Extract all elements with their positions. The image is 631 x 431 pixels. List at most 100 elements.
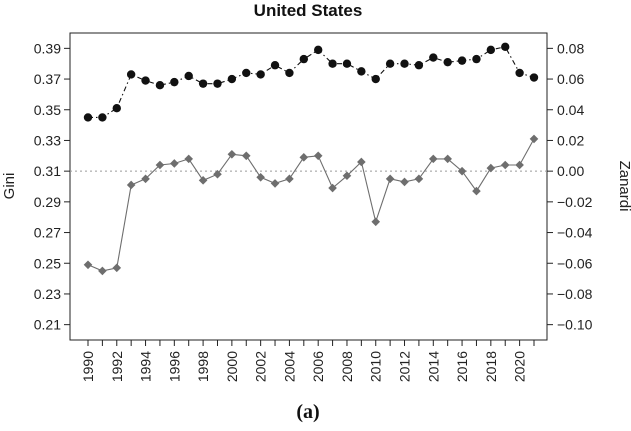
right-axis: −0.10 −0.08 −0.06 −0.04 −0.02 0.00 0.02 0.04 0.0… [547,40,593,333]
right-tick-label: 0.08 [557,40,584,56]
series-2-point [270,179,280,188]
series-1-point [328,59,337,68]
series-1-point [126,70,136,79]
series-1-point [299,54,309,64]
x-tick-label: 2006 [310,351,326,382]
series-1-point [170,77,179,87]
series-1-point [529,73,539,82]
series-2-point [98,266,107,276]
series-1-point [429,53,438,62]
series-2-point [126,180,136,190]
right-tick-label: −0.10 [557,317,593,333]
series-1-point [285,68,294,78]
series-2-point [428,154,438,164]
left-tick-label: 0.29 [34,194,61,210]
x-tick-label: 2018 [483,351,499,382]
series-1-point [256,70,265,79]
figure-caption: (a) [296,401,319,423]
series-1-point [385,59,395,68]
series-2-point [313,151,323,161]
right-tick-label: −0.08 [557,286,593,302]
series-1-point [98,113,107,122]
series-1-point [242,68,251,78]
series-1-point [501,42,510,52]
series-1-point [198,79,208,88]
series-2-point [443,154,452,164]
series-2-point [198,176,208,185]
series-2-point [385,174,395,184]
x-tick-label: 2012 [397,351,413,382]
x-tick-label: 2020 [512,351,528,382]
series-2-point [112,263,122,273]
x-tick-label: 2016 [454,351,470,382]
series-2-point [515,160,524,170]
series-2-point [227,149,237,159]
series-2-point [299,153,309,162]
x-tick-label: 1990 [80,351,96,382]
chart-title: United States [254,1,363,20]
y-axis-title-right: Zanardi [616,161,631,212]
left-tick-label: 0.27 [34,225,61,241]
x-tick-label: 2014 [425,351,441,382]
left-tick-label: 0.39 [34,40,61,56]
series-layer [83,42,539,276]
series-2-point [472,186,481,196]
series-1-point [83,113,93,122]
series-1-point [270,61,280,70]
series-1-point [414,61,424,70]
series-1-point [313,45,323,55]
series-1-point [213,79,222,88]
series-1-point [400,59,409,68]
right-tick-label: −0.04 [557,225,593,241]
y-axis-title-left: Gini [1,173,18,200]
series-1-point [472,54,481,64]
series-1-point [184,71,193,81]
series-2-point [400,177,409,187]
series-1-line [88,46,535,118]
x-tick-label: 2010 [368,351,384,382]
x-tick-label: 2000 [224,351,240,382]
left-tick-label: 0.25 [34,255,61,271]
left-tick-label: 0.23 [34,286,61,302]
series-2-point [371,217,381,227]
series-2-point [83,260,93,270]
series-1-point [515,68,524,78]
series-1-point [357,67,366,76]
series-2-point [486,163,496,173]
right-tick-label: 0.00 [557,163,584,179]
series-2-point [184,154,194,164]
series-2-point [414,174,424,184]
series-2-point [141,174,150,184]
series-2-point [342,171,352,181]
series-2-point [213,169,222,179]
series-1-point [155,80,165,90]
right-tick-label: −0.06 [557,255,593,271]
series-1-point [112,104,121,113]
series-1-point [227,74,237,84]
left-tick-label: 0.21 [34,317,61,333]
left-tick-label: 0.35 [34,102,61,118]
series-2-point [357,157,366,167]
series-1-point [342,59,352,68]
x-tick-label: 1992 [109,351,125,382]
x-tick-label: 2002 [253,351,269,382]
x-tick-label: 1994 [138,351,154,382]
x-tick-label: 1998 [195,351,211,382]
series-2-point [328,183,337,193]
x-tick-label: 2004 [281,351,297,382]
series-2-point [256,172,265,182]
left-tick-label: 0.33 [34,132,61,148]
series-1-point [371,74,380,84]
series-2-line [87,138,535,272]
right-tick-label: 0.04 [557,102,584,118]
series-2-point [285,174,294,184]
x-axis: 1990 1992 1994 1996 1998 2000 2002 2004 2006 2008… [80,340,535,382]
x-tick-label: 1996 [166,351,182,382]
right-tick-label: 0.06 [557,71,584,87]
right-tick-label: −0.02 [557,194,593,210]
series-1-point [486,45,496,55]
series-2-point [241,151,251,161]
x-tick-label: 2008 [339,351,355,382]
left-axis: 0.21 0.23 0.25 0.27 0.29 0.31 0.33 0.35 0.37 0.39 [34,40,70,333]
